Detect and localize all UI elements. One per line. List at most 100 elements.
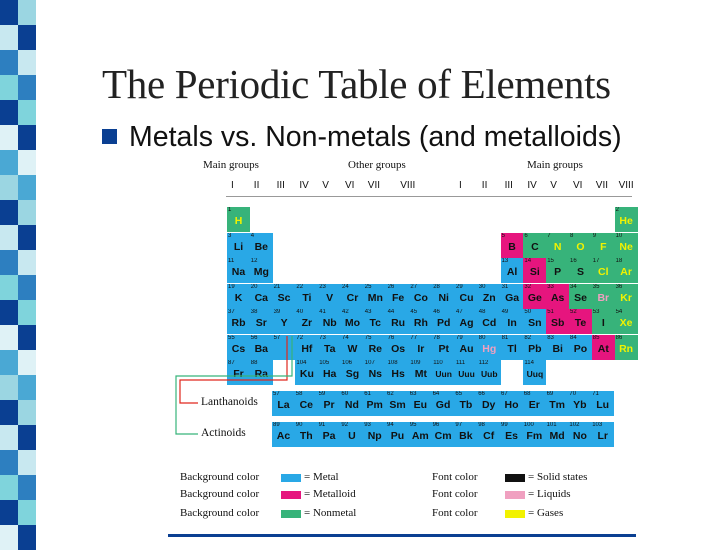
lanthanoid-cell: 68 Er [522,391,546,416]
atomic-number: 22 [296,283,304,290]
element-cell: 55 Cs [227,334,250,360]
atomic-number: 68 [523,391,531,397]
element-cell: 39 Y [272,309,296,334]
element-cell: 12 Mg [249,258,273,283]
actinoids-label: Actinoids [201,427,246,439]
atomic-number: 104 [296,360,307,366]
element-cell: 73 Ta [318,334,342,360]
strip-block [0,175,18,200]
strip-block [0,200,18,225]
element-cell: 32 Ge [523,283,547,309]
element-symbol: Se [574,291,587,304]
element-symbol: Pr [323,399,335,411]
lanthanoid-cell: 66 Dy [477,391,501,416]
element-symbol: Co [413,291,428,304]
element-cell: 30 Zn [477,283,501,309]
atomic-number: 108 [387,360,398,366]
legend-font-label-2: Font color [432,488,478,500]
atomic-number: 29 [456,283,463,290]
strip-block [18,125,36,150]
element-symbol: Md [549,430,565,442]
element-symbol: Uuq [526,369,544,379]
atomic-number: 94 [387,422,394,428]
element-symbol: Cr [346,291,359,304]
atomic-number: 59 [318,391,326,397]
atomic-number: 87 [228,360,235,366]
element-cell: 88 Ra [249,360,273,385]
element-symbol: Pm [366,399,383,411]
strip-block [0,125,18,150]
atomic-number: 73 [319,334,326,341]
group-numeral: V [322,180,329,191]
element-symbol: Cu [459,291,474,304]
element-symbol: Tl [507,342,517,355]
atomic-number: 44 [387,309,395,315]
strip-block [0,100,18,125]
lanthanoid-cell: 65 Tb [454,391,478,416]
strip-block [18,50,36,75]
group-numeral: V [550,180,557,191]
element-symbol: Ag [459,317,474,329]
element-symbol: Pd [436,317,451,329]
element-cell: 112 Uub [477,360,501,385]
element-cell: 78 Pt [432,334,456,360]
group-numeral: VI [345,180,355,191]
strip-block [18,425,36,450]
element-symbol: N [553,240,562,253]
strip-block [0,425,18,450]
element-cell: 21 Sc [272,283,296,309]
atomic-number: 20 [250,283,258,290]
element-symbol: Na [231,266,246,278]
strip-block [0,500,18,525]
element-cell: 27 Co [409,283,433,309]
atomic-number: 5 [501,232,505,239]
atomic-number: 34 [570,283,577,290]
element-symbol: Ho [504,399,519,411]
atomic-number: 106 [342,360,353,366]
element-symbol: F [600,240,607,253]
atomic-number: 63 [409,391,417,397]
element-cell: 17 Cl [591,258,615,283]
lanthanoid-cell: 67 Ho [500,391,523,416]
strip-block [18,300,36,325]
lanthanoid-cell: 62 Sm [386,391,409,416]
legend-font-label-3: Font color [432,507,478,519]
element-cell: 29 Cu [455,283,478,309]
group-numeral: II [253,180,260,191]
element-cell: 3 Li [227,232,250,258]
element-symbol: La [277,399,290,411]
element-symbol: I [601,317,605,329]
group-numeral: I [459,180,462,191]
actinoid-cell: 99 Es [500,422,523,447]
actinoid-cell: 98 Cf [477,422,501,447]
atomic-number: 62 [387,391,394,397]
atomic-number: 80 [478,334,486,341]
element-symbol: Lu [596,399,610,411]
element-cell: 72 Hf [295,334,319,360]
element-cell: 49 In [500,309,524,334]
element-symbol: Mt [414,368,428,380]
legend-metal-text: = Metal [304,471,339,483]
element-symbol: In [507,317,517,329]
element-cell: 35 Br [591,283,615,309]
element-cell: 114 Uuq [523,360,547,385]
element-symbol: Sc [277,291,291,304]
element-symbol: Ta [323,342,336,355]
element-symbol: Ne [619,240,633,253]
strip-block [18,400,36,425]
atomic-number: 79 [456,334,463,341]
atomic-number: 32 [524,283,532,290]
group-numeral: VIII [400,180,416,191]
strip-block [0,350,18,375]
element-cell: 52 Te [569,309,592,334]
lanthanoid-cell: 60 Nd [340,391,364,416]
element-symbol: Pb [528,342,542,355]
strip-block [0,250,18,275]
element-symbol: Am [411,430,429,442]
element-symbol: Ti [302,291,312,304]
element-symbol: Ha [322,368,337,380]
strip-block [0,375,18,400]
atomic-number: 45 [410,309,418,315]
